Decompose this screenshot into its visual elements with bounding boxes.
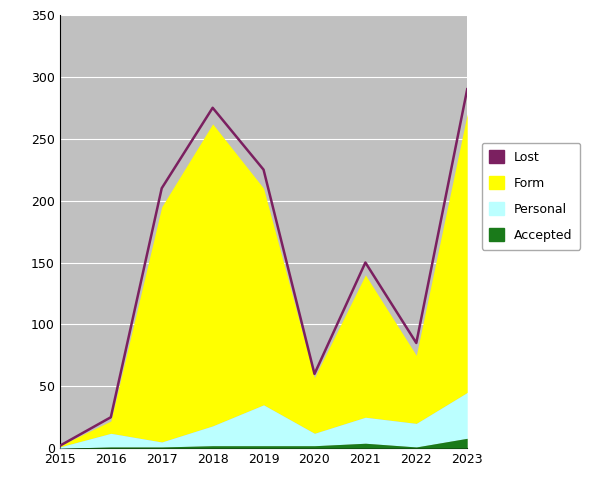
Legend: Lost, Form, Personal, Accepted: Lost, Form, Personal, Accepted (482, 142, 580, 249)
